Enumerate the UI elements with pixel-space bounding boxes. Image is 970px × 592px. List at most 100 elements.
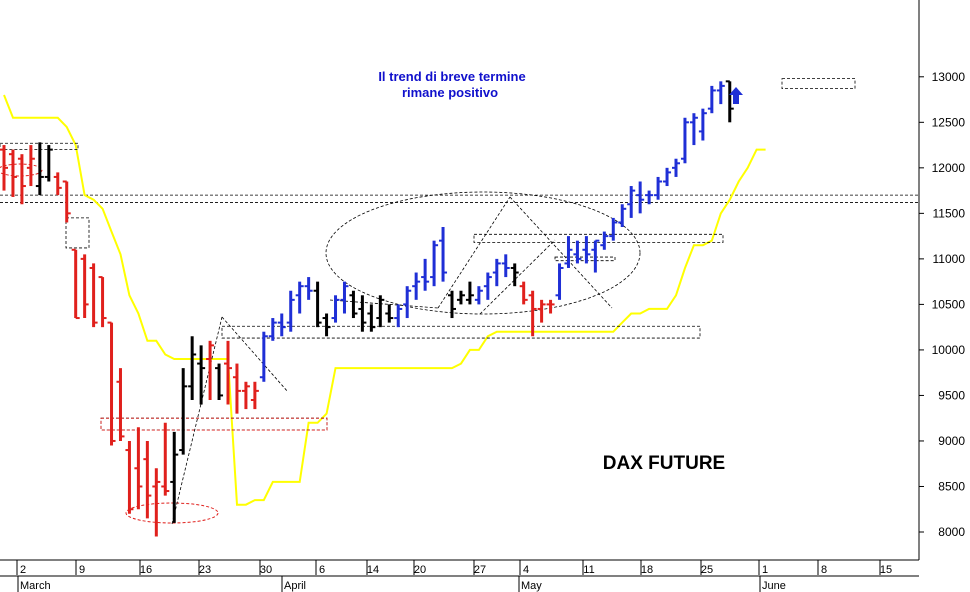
ohlc-bar bbox=[206, 340, 215, 400]
x-tick-label: 8 bbox=[821, 564, 827, 576]
ohlc-bar bbox=[636, 181, 645, 214]
ohlc-bar bbox=[134, 427, 143, 510]
ohlc-bar bbox=[430, 240, 439, 287]
y-tick-label: 8000 bbox=[938, 525, 965, 539]
ohlc-bar bbox=[448, 290, 456, 319]
ohlc-bar bbox=[295, 281, 304, 314]
bottom-ellipse bbox=[125, 502, 219, 524]
ohlc-bar bbox=[412, 272, 421, 300]
ohlc-bar bbox=[349, 290, 358, 319]
ohlc-bar bbox=[627, 186, 636, 218]
ohlc-bar bbox=[698, 108, 707, 141]
x-tick-label: 1 bbox=[762, 564, 768, 576]
y-tick-label: 8500 bbox=[938, 479, 965, 493]
ohlc-bar bbox=[125, 440, 134, 514]
top-left-ellipse bbox=[0, 163, 43, 177]
dashed-box bbox=[100, 417, 328, 431]
ohlc-bar bbox=[152, 468, 161, 537]
y-tick-label: 12500 bbox=[932, 115, 966, 129]
x-tick-label: 15 bbox=[880, 564, 892, 576]
ohlc-bar bbox=[26, 145, 35, 187]
ohlc-bar bbox=[600, 231, 609, 250]
ohlc-bar bbox=[716, 81, 725, 105]
ohlc-bar bbox=[591, 239, 600, 273]
ohlc-bar bbox=[573, 240, 582, 264]
axes bbox=[0, 0, 920, 577]
ohlc-bar bbox=[170, 431, 179, 523]
y-tick-label: 13000 bbox=[932, 70, 966, 84]
x-tick-label: 25 bbox=[701, 564, 713, 576]
ohlc-bar bbox=[179, 368, 188, 455]
ohlc-bar bbox=[0, 145, 8, 191]
ohlc-bar bbox=[501, 254, 510, 278]
trend-line bbox=[509, 196, 613, 309]
chart-annotation-line-2: rimane positivo bbox=[402, 85, 498, 100]
trailing-stop-path bbox=[3, 94, 766, 506]
ohlc-bar bbox=[645, 190, 654, 205]
ohlc-bar bbox=[224, 340, 232, 405]
ohlc-bar bbox=[663, 167, 672, 187]
trend-line bbox=[221, 316, 289, 393]
dashed-box bbox=[781, 78, 856, 90]
up-arrow-icon bbox=[729, 87, 743, 104]
ohlc-bar bbox=[618, 204, 627, 228]
ohlc-bar bbox=[161, 422, 170, 496]
chart-title: DAX FUTURE bbox=[603, 453, 725, 474]
ohlc-bar bbox=[672, 158, 680, 177]
x-tick-label: 6 bbox=[319, 564, 325, 576]
x-tick-label: 23 bbox=[199, 564, 211, 576]
ohlc-bar bbox=[98, 276, 107, 328]
trend-line bbox=[171, 316, 223, 525]
ohlc-bar bbox=[53, 172, 62, 196]
pattern-annotations bbox=[0, 78, 856, 525]
ohlc-bar bbox=[519, 281, 528, 305]
ohlc-bar bbox=[304, 277, 313, 300]
support-zone-box bbox=[100, 417, 328, 431]
trend-line bbox=[479, 239, 556, 315]
ohlc-bar bbox=[340, 281, 349, 314]
ohlc-bar bbox=[367, 304, 376, 332]
x-tick-label: 11 bbox=[583, 564, 594, 576]
trailing-stop-line bbox=[3, 94, 766, 506]
x-tick-label: 16 bbox=[140, 564, 152, 576]
tick-labels: 8000 8500 9000 9500 10000 10500 11000 11500 1200… bbox=[16, 70, 966, 592]
dashed-box bbox=[221, 325, 701, 339]
ohlc-bar bbox=[277, 313, 286, 337]
ohlc-bar bbox=[116, 368, 125, 441]
ohlc-bar bbox=[474, 286, 483, 305]
x-tick-label: 2 bbox=[20, 564, 26, 576]
price-bars bbox=[0, 80, 734, 537]
ohlc-bar bbox=[680, 117, 689, 164]
ohlc-bar bbox=[439, 227, 448, 282]
month-label: June bbox=[762, 580, 786, 592]
ohlc-bar bbox=[510, 263, 519, 287]
dashed-box bbox=[65, 217, 90, 249]
ohlc-bar bbox=[465, 281, 474, 305]
ohlc-bar bbox=[456, 290, 465, 305]
month-label: May bbox=[521, 580, 542, 592]
y-tick-label: 12000 bbox=[932, 161, 966, 175]
chart-annotation-line-1: Il trend di breve termine bbox=[378, 69, 525, 84]
ohlc-bar bbox=[286, 290, 295, 332]
support-resistance-lines bbox=[0, 194, 919, 203]
ohlc-bar bbox=[322, 313, 331, 337]
ohlc-bar bbox=[17, 154, 26, 205]
ohlc-bar bbox=[528, 290, 537, 337]
ohlc-bar bbox=[197, 345, 206, 405]
ohlc-bar bbox=[313, 281, 322, 328]
ohlc-bar bbox=[483, 272, 492, 300]
ohlc-bar bbox=[107, 321, 116, 446]
ohlc-bar bbox=[268, 318, 277, 341]
y-tick-label: 9500 bbox=[938, 388, 965, 402]
x-tick-label: 9 bbox=[79, 564, 85, 576]
ohlc-bar bbox=[707, 85, 716, 114]
ohlc-bar bbox=[89, 263, 98, 328]
consolidation-ellipse bbox=[325, 191, 641, 315]
ohlc-bar bbox=[80, 254, 89, 319]
ohlc-bar bbox=[358, 295, 367, 332]
ohlc-bar bbox=[385, 304, 394, 323]
x-tick-label: 27 bbox=[474, 564, 486, 576]
ohlc-bar bbox=[725, 80, 734, 123]
ohlc-bar bbox=[250, 381, 259, 410]
